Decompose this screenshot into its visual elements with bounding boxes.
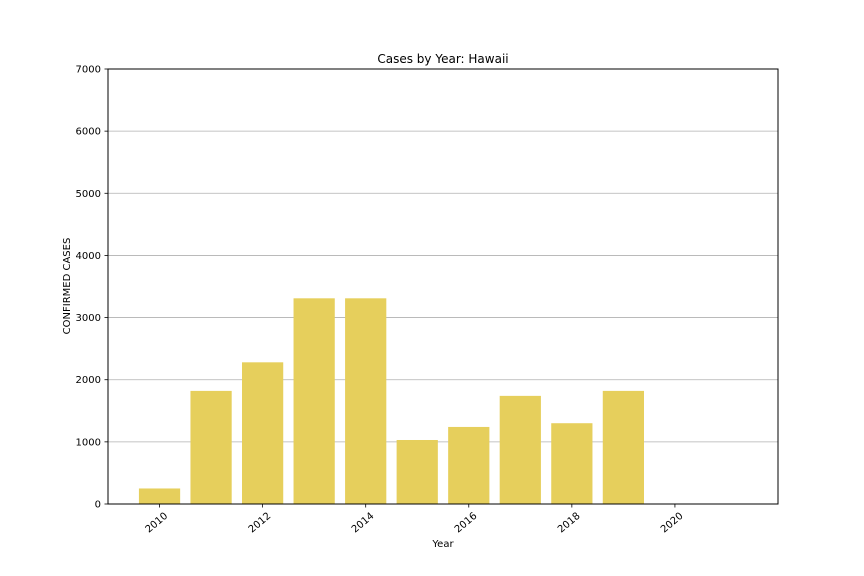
y-tick-label: 6000 bbox=[76, 127, 101, 138]
x-tick-label: 2014 bbox=[350, 511, 377, 536]
y-tick-label: 5000 bbox=[76, 189, 101, 200]
plot-frame bbox=[107, 68, 779, 505]
x-tick-label: 2010 bbox=[144, 511, 171, 536]
x-tick-label: 2012 bbox=[247, 511, 274, 536]
x-axis: 2010 2012 2014 2016 2018 2020 bbox=[144, 504, 686, 535]
bar-2012 bbox=[242, 362, 284, 504]
chart-title: Cases by Year: Hawaii bbox=[377, 52, 508, 66]
x-tick-label: 2020 bbox=[659, 511, 686, 536]
bar-2015 bbox=[396, 439, 438, 504]
y-tick-label: 2000 bbox=[76, 375, 101, 386]
bar-2014 bbox=[345, 298, 387, 504]
bar-2017 bbox=[499, 395, 541, 504]
bar-2019 bbox=[602, 390, 644, 504]
x-tick-label: 2016 bbox=[453, 511, 480, 536]
y-tick-label: 3000 bbox=[76, 313, 101, 324]
bar-2011 bbox=[190, 390, 232, 504]
y-tick-label: 1000 bbox=[76, 437, 101, 448]
bar-2013 bbox=[293, 298, 335, 504]
x-axis-label: Year bbox=[431, 539, 454, 550]
y-tick-label: 4000 bbox=[76, 251, 101, 262]
y-axis: 0 1000 2000 3000 4000 5000 6000 7000 bbox=[76, 65, 108, 511]
y-axis-label: CONFIRMED CASES bbox=[62, 238, 73, 335]
y-tick-label: 0 bbox=[95, 500, 101, 511]
x-tick-label: 2018 bbox=[556, 511, 583, 536]
bar-2010 bbox=[138, 488, 181, 504]
bar-2016 bbox=[448, 426, 490, 504]
y-tick-label: 7000 bbox=[76, 65, 101, 76]
bar-2018 bbox=[551, 423, 593, 504]
y-gridlines bbox=[108, 130, 778, 443]
bar-series bbox=[138, 298, 644, 504]
